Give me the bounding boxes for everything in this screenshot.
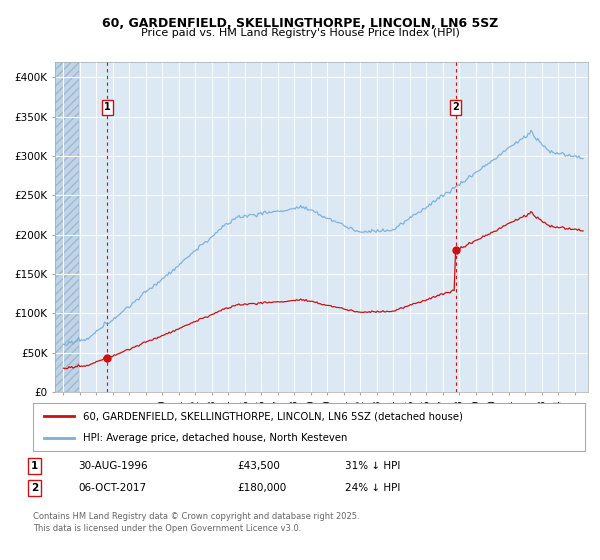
Text: 2: 2 — [31, 483, 38, 493]
Text: Contains HM Land Registry data © Crown copyright and database right 2025.
This d: Contains HM Land Registry data © Crown c… — [33, 512, 359, 533]
Text: 2: 2 — [452, 102, 459, 112]
Text: £43,500: £43,500 — [237, 461, 280, 471]
Text: Price paid vs. HM Land Registry's House Price Index (HPI): Price paid vs. HM Land Registry's House … — [140, 28, 460, 38]
Text: 1: 1 — [104, 102, 111, 112]
Text: £180,000: £180,000 — [237, 483, 286, 493]
Text: 60, GARDENFIELD, SKELLINGTHORPE, LINCOLN, LN6 5SZ: 60, GARDENFIELD, SKELLINGTHORPE, LINCOLN… — [102, 17, 498, 30]
Text: 24% ↓ HPI: 24% ↓ HPI — [345, 483, 400, 493]
Bar — [55, 62, 79, 392]
Text: 31% ↓ HPI: 31% ↓ HPI — [345, 461, 400, 471]
Text: HPI: Average price, detached house, North Kesteven: HPI: Average price, detached house, Nort… — [83, 433, 347, 443]
Text: 30-AUG-1996: 30-AUG-1996 — [78, 461, 148, 471]
Text: 1: 1 — [31, 461, 38, 471]
Text: 60, GARDENFIELD, SKELLINGTHORPE, LINCOLN, LN6 5SZ (detached house): 60, GARDENFIELD, SKELLINGTHORPE, LINCOLN… — [83, 411, 463, 421]
Text: 06-OCT-2017: 06-OCT-2017 — [78, 483, 146, 493]
